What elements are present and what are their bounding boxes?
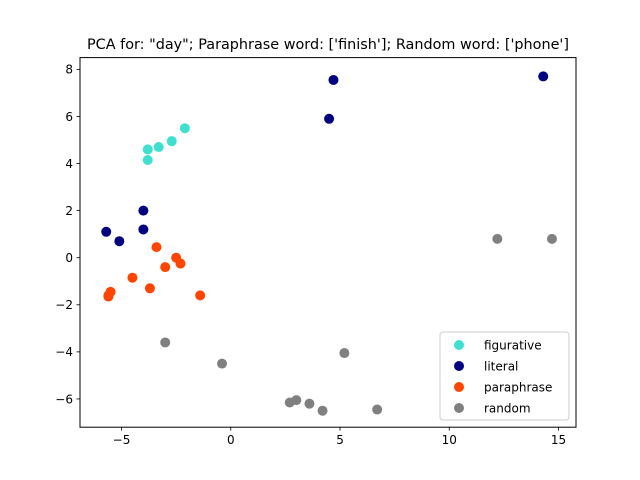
literal-point <box>114 236 125 247</box>
literal-point <box>328 74 339 85</box>
y-tick-label: −6 <box>55 392 73 406</box>
random-point <box>317 405 328 416</box>
figurative-point <box>142 155 153 166</box>
y-tick-label: 6 <box>65 110 73 124</box>
random-point <box>291 395 302 406</box>
random-point <box>492 233 503 244</box>
paraphrase-point <box>105 286 116 297</box>
figurative-point <box>153 142 164 153</box>
data-points <box>101 71 557 416</box>
legend-marker-literal <box>454 361 464 371</box>
legend: figurative literal paraphrase random <box>439 331 570 421</box>
x-tick-label: −5 <box>113 433 131 447</box>
paraphrase-point <box>151 242 162 253</box>
y-tick-label: −4 <box>55 345 73 359</box>
y-tick-label: −2 <box>55 298 73 312</box>
y-tick-label: 2 <box>65 204 73 218</box>
y-tick-label: 0 <box>65 251 73 265</box>
literal-point <box>324 113 335 124</box>
figurative-point <box>166 136 177 147</box>
x-tick-label: 5 <box>336 433 344 447</box>
legend-marker-random <box>454 403 464 413</box>
chart-title: PCA for: "day"; Paraphrase word: ['finis… <box>87 37 569 53</box>
literal-point <box>138 224 149 235</box>
plot-frame <box>79 57 577 428</box>
legend-marker-figurative <box>454 340 464 350</box>
random-point <box>339 348 350 359</box>
legend-label-random: random <box>484 401 531 415</box>
y-tick-label: 4 <box>65 157 73 171</box>
figurative-point <box>142 144 153 155</box>
random-point <box>372 404 383 415</box>
axis-ticks: −5 0 5 10 15 −6 −4 −2 0 2 4 6 8 <box>55 63 566 448</box>
y-tick-label: 8 <box>65 63 73 77</box>
paraphrase-point <box>175 258 186 269</box>
x-tick-label: 10 <box>442 433 457 447</box>
literal-point <box>138 205 149 216</box>
x-tick-label: 0 <box>227 433 235 447</box>
paraphrase-point <box>144 283 155 294</box>
legend-box <box>439 331 570 421</box>
legend-label-paraphrase: paraphrase <box>484 380 552 394</box>
literal-point <box>101 226 112 237</box>
paraphrase-point <box>195 290 206 301</box>
random-point <box>304 398 315 409</box>
figurative-point <box>179 123 190 134</box>
random-point <box>160 337 171 348</box>
paraphrase-point <box>127 272 138 283</box>
literal-point <box>538 71 549 82</box>
x-tick-label: 15 <box>551 433 566 447</box>
paraphrase-point <box>160 262 171 273</box>
random-point <box>217 358 228 369</box>
legend-label-literal: literal <box>484 359 518 373</box>
legend-marker-paraphrase <box>454 382 464 392</box>
random-point <box>546 233 557 244</box>
legend-label-figurative: figurative <box>484 338 542 352</box>
